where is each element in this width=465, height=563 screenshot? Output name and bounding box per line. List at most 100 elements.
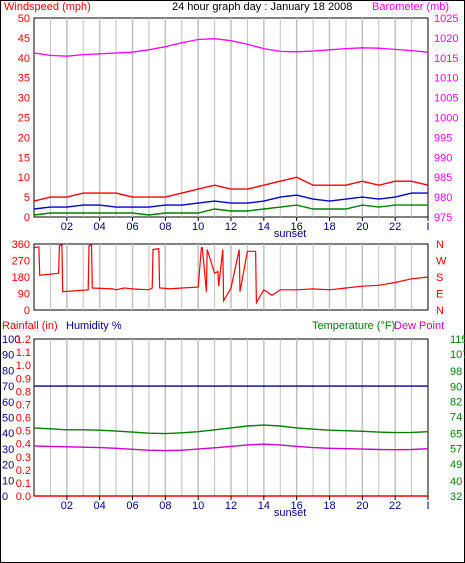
bot-x-tick-label: 20 xyxy=(356,500,368,512)
humidity-tick-label: 90 xyxy=(2,350,14,362)
top-x-tick-label: 22 xyxy=(389,221,401,233)
temperature-tick-label: 98 xyxy=(450,366,462,378)
humidity-tick-label: 100 xyxy=(2,334,20,346)
rain-tick-label: 1.1 xyxy=(16,347,31,359)
temperature-tick-label: 115 xyxy=(450,334,465,346)
compass-label: N xyxy=(436,239,444,251)
bot-x-tick-label: 02 xyxy=(61,500,73,512)
windspeed-axis-title: Windspeed (mph) xyxy=(4,1,91,13)
top-right-tick-label: 990 xyxy=(434,152,452,164)
top-x-tick-label: 20 xyxy=(356,221,368,233)
rain-tick-label: 0.1 xyxy=(16,478,31,490)
rain-tick-label: 0.2 xyxy=(16,465,31,477)
rain-tick-label: 0.8 xyxy=(16,386,31,398)
top-right-tick-label: 1025 xyxy=(434,13,458,25)
top-right-tick-label: 1020 xyxy=(434,33,458,45)
top-left-tick-label: 40 xyxy=(18,53,30,65)
barometer-axis-title: Barometer (mb) xyxy=(372,1,449,13)
average-wind-line xyxy=(33,192,428,210)
top-right-tick-label: 1010 xyxy=(434,73,458,85)
direction-tick-label: 90 xyxy=(18,289,30,301)
wind-direction-line xyxy=(33,244,429,305)
rain-tick-label: 0.6 xyxy=(16,413,31,425)
humidity-tick-label: 0 xyxy=(2,491,8,503)
top-x-tick-label: 06 xyxy=(126,221,138,233)
top-right-tick-label: 1000 xyxy=(434,113,458,125)
direction-tick-label: 270 xyxy=(12,256,30,268)
bot-x-tick-label: I xyxy=(426,500,429,512)
top-x-tick-label: I xyxy=(426,221,429,233)
humidity-tick-label: 40 xyxy=(2,428,14,440)
wind-barometer-chart: 0510152025303540455097598098599099510001… xyxy=(18,13,459,240)
direction-tick-label: 180 xyxy=(12,272,30,284)
humidity-tick-label: 70 xyxy=(2,381,14,393)
top-left-tick-label: 15 xyxy=(18,152,30,164)
temperature-tick-label: 49 xyxy=(450,459,462,471)
top-left-tick-label: 50 xyxy=(18,13,30,25)
compass-label: S xyxy=(436,272,443,284)
dewpoint-line xyxy=(33,443,429,452)
temperature-line xyxy=(33,424,429,435)
temperature-tick-label: 57 xyxy=(450,444,462,456)
top-right-tick-label: 1005 xyxy=(434,93,458,105)
temperature-tick-label: 32 xyxy=(450,491,462,503)
top-right-tick-label: 1015 xyxy=(434,53,458,65)
graph-title: 24 hour graph day : January 18 2008 xyxy=(172,1,352,13)
humidity-axis-title: Humidity % xyxy=(66,320,122,332)
min-wind-line xyxy=(33,204,428,216)
barometer-line xyxy=(33,38,429,57)
rain-tick-label: 1.0 xyxy=(16,360,31,372)
top-x-tick-label: 16 xyxy=(291,221,303,233)
direction-tick-label: 0 xyxy=(24,305,30,317)
top-left-tick-label: 0 xyxy=(24,212,30,224)
bot-x-tick-label: 22 xyxy=(389,500,401,512)
top-left-tick-label: 25 xyxy=(18,113,30,125)
top-left-tick-label: 45 xyxy=(18,33,30,45)
rainfall-axis-title: Rainfall (in) xyxy=(2,320,58,332)
humidity-tick-label: 60 xyxy=(2,397,14,409)
top-x-tick-label: 12 xyxy=(225,221,237,233)
top-left-tick-label: 5 xyxy=(24,192,30,204)
bot-x-tick-label: 16 xyxy=(291,500,303,512)
bot-x-tick-label: 12 xyxy=(225,500,237,512)
compass-label: E xyxy=(436,289,443,301)
top-right-tick-label: 995 xyxy=(434,132,452,144)
temperature-tick-label: 82 xyxy=(450,396,462,408)
top-right-tick-label: 975 xyxy=(434,212,452,224)
rain-tick-label: 0.7 xyxy=(16,399,31,411)
rain-tick-label: 0.0 xyxy=(16,491,31,503)
temperature-tick-label: 107 xyxy=(450,349,465,361)
top-x-tick-label: 14 xyxy=(258,221,270,233)
top-left-tick-label: 20 xyxy=(18,132,30,144)
top-right-tick-label: 985 xyxy=(434,172,452,184)
top-x-tick-label: 08 xyxy=(159,221,171,233)
rain-tick-label: 1.2 xyxy=(16,334,31,346)
rain-tick-label: 0.4 xyxy=(16,439,31,451)
rain-tick-label: 0.9 xyxy=(16,373,31,385)
bot-x-tick-label: 10 xyxy=(192,500,204,512)
bot-sunset-label: sunset xyxy=(274,507,306,519)
rain-humidity-temperature-chart: 0 10 20 30 40 50 60 70 80 90 100 0.00.10.20.30.40.5… xyxy=(2,334,465,519)
compass-label: W xyxy=(436,256,447,268)
temperature-tick-label: 65 xyxy=(450,429,462,441)
humidity-tick-label: 50 xyxy=(2,413,14,425)
temperature-tick-label: 40 xyxy=(450,476,462,488)
bot-x-tick-label: 08 xyxy=(159,500,171,512)
dewpoint-axis-title: Dew Point xyxy=(394,320,444,332)
bot-x-tick-label: 06 xyxy=(126,500,138,512)
temperature-tick-label: 74 xyxy=(450,412,462,424)
top-x-tick-label: 04 xyxy=(94,221,106,233)
gust-line xyxy=(33,176,429,202)
humidity-tick-label: 10 xyxy=(2,475,14,487)
rain-tick-label: 0.3 xyxy=(16,452,31,464)
temperature-axis-title: Temperature (°F) xyxy=(312,320,395,332)
temperature-tick-label: 90 xyxy=(450,381,462,393)
top-left-tick-label: 10 xyxy=(18,172,30,184)
top-x-tick-label: 10 xyxy=(192,221,204,233)
top-x-tick-label: 18 xyxy=(323,221,335,233)
bot-x-tick-label: 04 xyxy=(94,500,106,512)
bot-x-tick-label: 14 xyxy=(258,500,270,512)
rain-tick-label: 0.5 xyxy=(16,426,31,438)
